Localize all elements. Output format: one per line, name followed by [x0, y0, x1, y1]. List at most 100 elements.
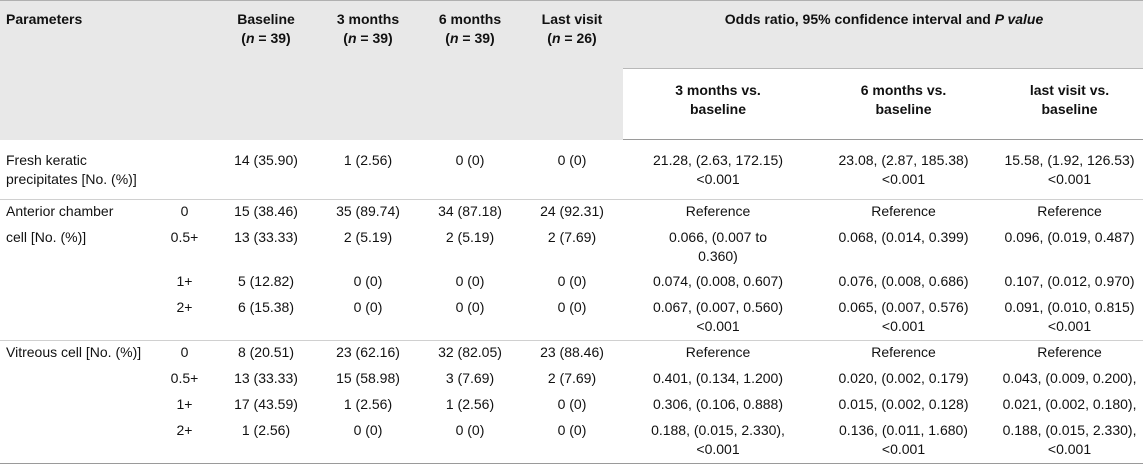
- param-label: Vitreous cell [No. (%)]: [0, 340, 154, 367]
- cell-6-months: 0 (0): [455, 273, 485, 289]
- cell-6-months: 32 (82.05): [419, 340, 521, 367]
- cell-or-last: 0.021, (0.002, 0.180),: [1002, 396, 1137, 412]
- header-row-2: 3 months vs. baseline 6 months vs. baselin…: [0, 68, 1143, 140]
- table-row-ac-0: Anterior chamber 0 15 (38.46) 35 (89.74)…: [0, 199, 1143, 226]
- cell-or-last: 0.107, (0.012, 0.970): [1004, 273, 1135, 289]
- cell-last-visit: 0 (0): [521, 419, 623, 464]
- cell-3-months: 0 (0): [353, 273, 383, 289]
- cell-or-last: Reference: [994, 199, 1143, 226]
- table-row-ac-05: cell [No. (%)] 0.5+ 13 (33.33) 2 (5.19) …: [0, 226, 1143, 270]
- header-6-months: 6 months (n = 39): [419, 0, 521, 140]
- cell-last-visit: 0 (0): [557, 273, 587, 289]
- cell-6-months: 34 (87.18): [419, 199, 521, 226]
- cell-6-months: 3 (7.69): [445, 370, 495, 386]
- header-row-1: Parameters Baseline (n = 39) 3 months (n =…: [0, 0, 1143, 140]
- param-label: Anterior chamber: [0, 199, 154, 226]
- header-3m-vs-baseline: 3 months vs. baseline: [623, 68, 813, 140]
- sub-label: 1+: [176, 396, 193, 412]
- sub-label: 2+: [176, 299, 193, 315]
- cell-or-3m: 21.28, (2.63, 172.15) <0.001: [653, 152, 783, 187]
- cell-baseline: 6 (15.38): [237, 299, 295, 315]
- cell-or-6m: 0.136, (0.011, 1.680) <0.001: [813, 419, 994, 464]
- cell-or-last: 0.096, (0.019, 0.487): [1004, 229, 1135, 245]
- cell-baseline: 14 (35.90): [234, 151, 298, 168]
- cell-6-months: 2 (5.19): [445, 229, 495, 245]
- table-row-vc-1: 1+ 17 (43.59) 1 (2.56) 1 (2.56) 0 (0) 0.…: [0, 393, 1143, 419]
- cell-baseline: 8 (20.51): [215, 340, 317, 367]
- cell-3-months: 1 (2.56): [343, 151, 393, 168]
- param-label: [0, 270, 154, 296]
- cell-or-last: Reference: [994, 340, 1143, 367]
- cell-last-visit: 0 (0): [557, 151, 587, 168]
- cell-or-6m: Reference: [813, 340, 994, 367]
- cell-3-months: 35 (89.74): [317, 199, 419, 226]
- sub-label: 1+: [176, 273, 193, 289]
- cell-or-6m: 0.020, (0.002, 0.179): [838, 370, 969, 386]
- table-row-vc-0: Vitreous cell [No. (%)] 0 8 (20.51) 23 (…: [0, 340, 1143, 367]
- header-last-vs-baseline: last visit vs. baseline: [994, 68, 1143, 140]
- cell-or-6m: Reference: [813, 199, 994, 226]
- cell-6-months: 0 (0): [455, 299, 485, 315]
- cell-last-visit: 2 (7.69): [547, 229, 597, 245]
- cell-baseline: 5 (12.82): [237, 273, 295, 289]
- cell-baseline: 15 (38.46): [215, 199, 317, 226]
- table-row-vc-05: 0.5+ 13 (33.33) 15 (58.98) 3 (7.69) 2 (7…: [0, 367, 1143, 393]
- cell-or-6m: 23.08, (2.87, 185.38) <0.001: [838, 152, 969, 187]
- cell-baseline: 1 (2.56): [215, 419, 317, 464]
- cell-last-visit: 0 (0): [557, 396, 587, 412]
- cell-baseline: 13 (33.33): [234, 229, 298, 245]
- cell-or-last: 0.091, (0.010, 0.815) <0.001: [1004, 299, 1135, 334]
- cell-or-6m: 0.015, (0.002, 0.128): [838, 396, 969, 412]
- cell-last-visit: 2 (7.69): [547, 370, 597, 386]
- table-row-vc-2: 2+ 1 (2.56) 0 (0) 0 (0) 0 (0) 0.188, (0.…: [0, 419, 1143, 464]
- cell-3-months: 2 (5.19): [343, 229, 393, 245]
- cell-3-months: 23 (62.16): [317, 340, 419, 367]
- sub-label: 0.5+: [170, 229, 199, 245]
- cell-or-3m: Reference: [623, 199, 813, 226]
- param-label: [0, 367, 154, 393]
- cell-or-3m: 0.188, (0.015, 2.330), <0.001: [623, 419, 813, 464]
- cell-baseline: 13 (33.33): [234, 370, 298, 386]
- param-label: Fresh keratic precipitates [No. (%)]: [6, 151, 137, 187]
- cell-or-3m: 0.306, (0.106, 0.888): [653, 396, 783, 412]
- cell-baseline: 17 (43.59): [234, 396, 298, 412]
- table-row-ac-2: 2+ 6 (15.38) 0 (0) 0 (0) 0 (0) 0.067, (0…: [0, 296, 1143, 341]
- cell-3-months: 0 (0): [317, 419, 419, 464]
- cell-3-months: 1 (2.56): [343, 396, 393, 412]
- cell-or-3m: 0.067, (0.007, 0.560) <0.001: [653, 299, 783, 334]
- cell-or-3m: 0.066, (0.007 to 0.360): [668, 229, 768, 264]
- cell-or-3m: 0.401, (0.134, 1.200): [653, 370, 783, 386]
- cell-6-months: 0 (0): [419, 419, 521, 464]
- header-parameters: Parameters: [0, 0, 215, 140]
- header-odds-ratio: Odds ratio, 95% confidence interval and …: [623, 0, 1143, 69]
- table-row-fresh-kp: Fresh keratic precipitates [No. (%)] 14 (…: [0, 140, 1143, 200]
- sub-label: [154, 140, 215, 200]
- cell-or-3m: 0.074, (0.008, 0.607): [653, 273, 783, 289]
- sub-label: 0: [154, 199, 215, 226]
- cell-last-visit: 24 (92.31): [521, 199, 623, 226]
- header-last-visit: Last visit (n = 26): [521, 0, 623, 140]
- cell-3-months: 15 (58.98): [336, 370, 400, 386]
- cell-or-6m: 0.065, (0.007, 0.576) <0.001: [838, 299, 969, 334]
- cell-or-last: 0.188, (0.015, 2.330), <0.001: [994, 419, 1143, 464]
- header-3-months: 3 months (n = 39): [317, 0, 419, 140]
- sub-label: 0.5+: [170, 370, 199, 386]
- sub-label: 2+: [154, 419, 215, 464]
- cell-or-3m: Reference: [623, 340, 813, 367]
- param-label: [0, 419, 154, 464]
- cell-last-visit: 0 (0): [557, 299, 587, 315]
- cell-or-6m: 0.076, (0.008, 0.686): [838, 273, 969, 289]
- cell-last-visit: 23 (88.46): [521, 340, 623, 367]
- cell-6-months: 0 (0): [455, 151, 485, 168]
- cell-3-months: 0 (0): [353, 299, 383, 315]
- cell-or-last: 15.58, (1.92, 126.53) <0.001: [1004, 152, 1135, 187]
- param-label: [0, 393, 154, 419]
- table-row-ac-1: 1+ 5 (12.82) 0 (0) 0 (0) 0 (0) 0.074, (0…: [0, 270, 1143, 296]
- header-6m-vs-baseline: 6 months vs. baseline: [813, 68, 994, 140]
- header-baseline: Baseline (n = 39): [215, 0, 317, 140]
- cell-or-last: 0.043, (0.009, 0.200),: [1002, 370, 1137, 386]
- cell-or-6m: 0.068, (0.014, 0.399): [838, 229, 969, 245]
- sub-label: 0: [154, 340, 215, 367]
- cell-6-months: 1 (2.56): [445, 396, 495, 412]
